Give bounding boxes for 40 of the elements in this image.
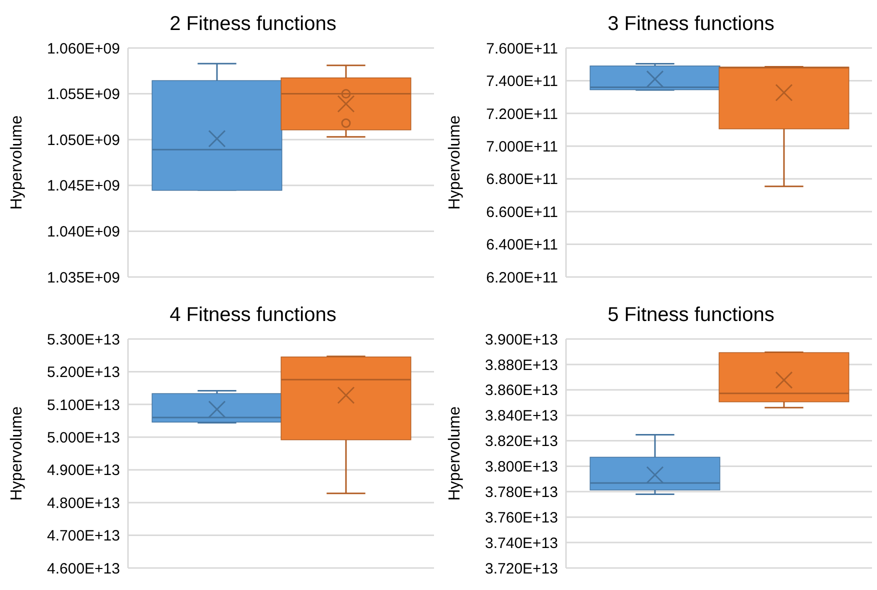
chart-title: 5 Fitness functions [606,303,776,328]
y-tick-label: 1.055E+09 [47,86,120,104]
y-tick-label: 5.300E+13 [47,331,120,348]
y-tick-label: 7.200E+11 [486,106,558,123]
chart-title: 4 Fitness functions [168,303,338,328]
y-tick-label: 3.900E+13 [485,331,558,348]
y-tick-label: 3.880E+13 [485,356,558,374]
y-tick-label: 4.600E+13 [47,560,120,578]
y-tick-label: 5.000E+13 [47,429,120,446]
y-tick-label: 3.740E+13 [485,534,558,552]
y-tick-label: 5.200E+13 [47,364,120,382]
y-tick-label: 1.045E+09 [47,178,120,195]
y-tick-label: 3.760E+13 [485,509,558,526]
y-tick-label: 3.840E+13 [485,408,558,425]
y-tick-label: 1.035E+09 [47,269,120,286]
y-tick-label: 7.000E+11 [486,138,558,156]
y-tick-label: 6.400E+11 [486,236,558,254]
y-tick-label: 4.800E+13 [47,494,120,512]
y-tick-label: 6.800E+11 [486,171,558,188]
chart-title: 3 Fitness functions [606,12,776,37]
y-tick-label: 3.780E+13 [485,484,558,501]
y-tick-label: 5.100E+13 [47,396,120,414]
y-tick-label: 1.050E+09 [47,132,120,149]
y-axis-title: Hypervolume [446,406,464,501]
y-axis-title: Hypervolume [8,406,26,501]
y-tick-label: 4.700E+13 [47,528,120,545]
y-tick-label: 1.040E+09 [47,224,120,241]
chart-title: 2 Fitness functions [168,12,338,37]
y-tick-label: 7.400E+11 [486,73,558,90]
y-tick-label: 6.600E+11 [486,204,558,221]
y-tick-label: 7.600E+11 [486,40,558,58]
y-tick-label: 3.820E+13 [485,433,558,450]
y-axis-title: Hypervolume [446,115,464,210]
y-tick-label: 1.060E+09 [47,40,120,58]
y-tick-label: 3.800E+13 [485,458,558,476]
y-tick-label: 3.720E+13 [485,560,558,578]
y-tick-label: 3.860E+13 [485,382,558,400]
y-tick-label: 4.900E+13 [47,462,120,480]
y-tick-label: 6.200E+11 [486,269,558,286]
y-axis-title: Hypervolume [8,115,26,210]
